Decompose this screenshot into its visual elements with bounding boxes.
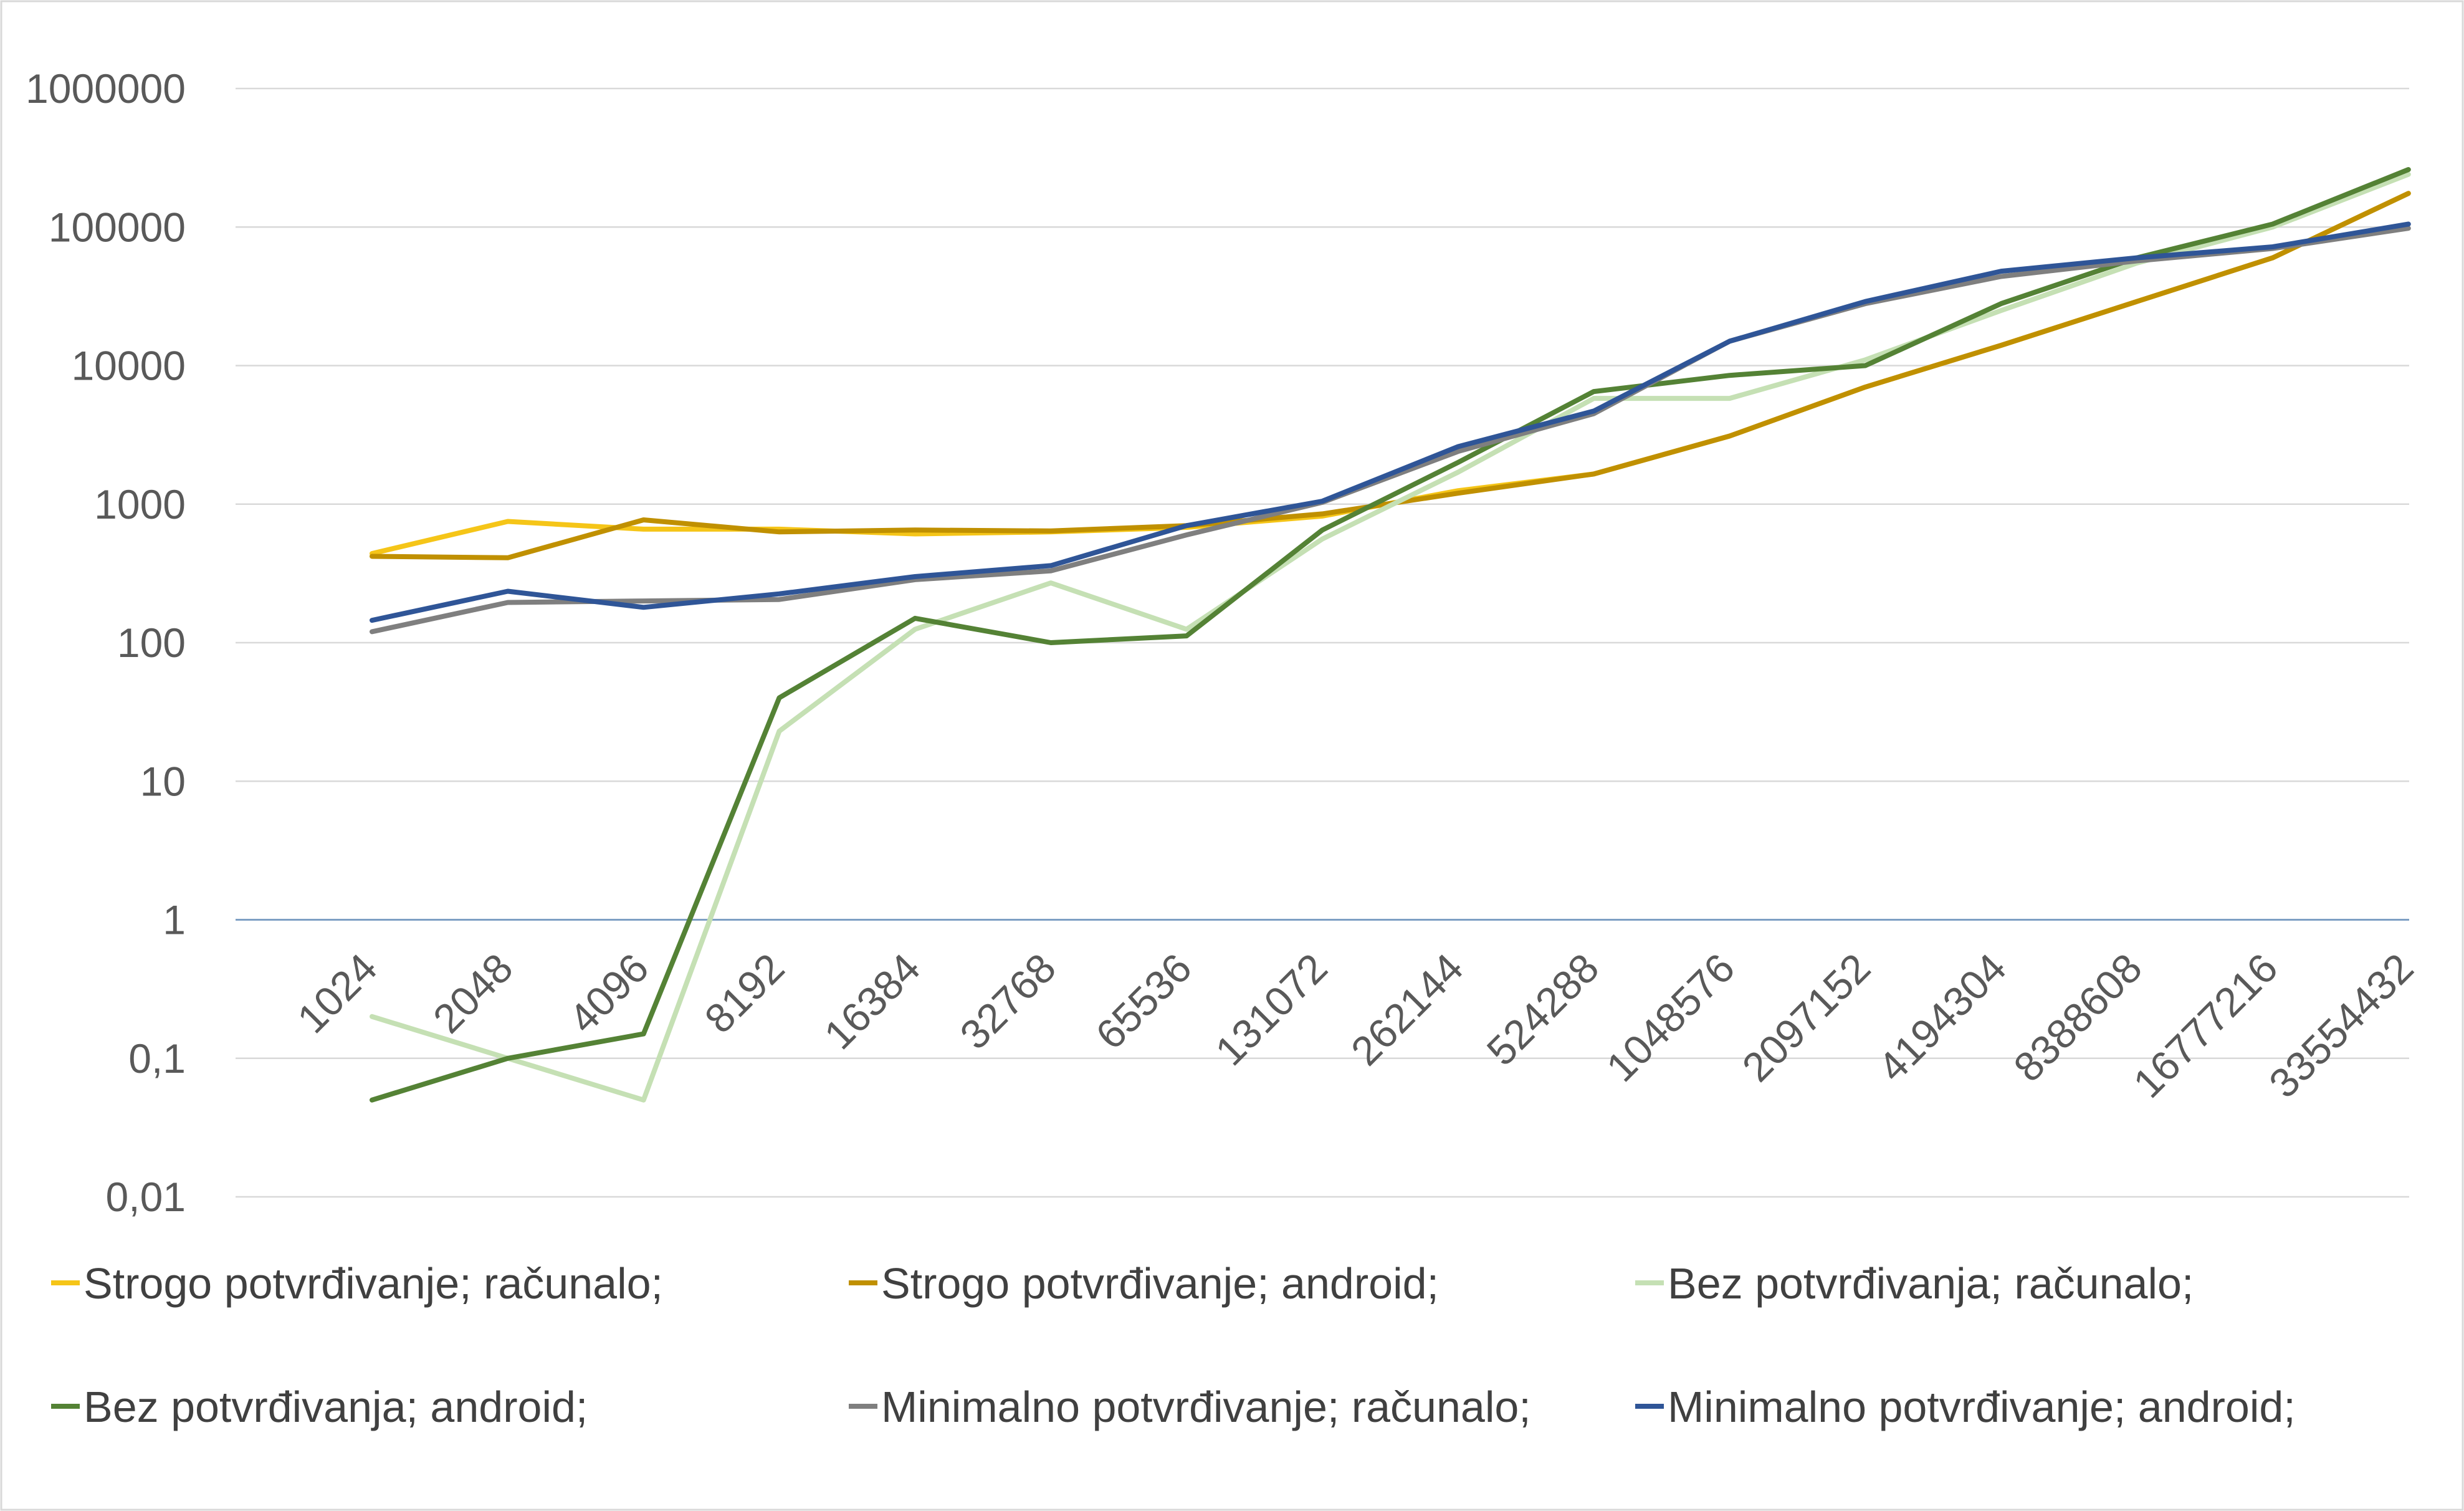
legend-entry: Bez potvrđivanja; računalo; (1635, 1259, 2194, 1308)
legend-entry: Minimalno potvrđivanje; računalo; (849, 1383, 1531, 1431)
y-tick-label: 10 (140, 758, 186, 804)
legend-entry: Strogo potvrđivanje; računalo; (51, 1259, 663, 1308)
legend-entry: Bez potvrđivanja; android; (51, 1383, 588, 1431)
y-tick-label: 1000 (94, 481, 186, 527)
series-lines (370, 167, 2411, 1103)
legend-label: Strogo potvrđivanje; android; (881, 1259, 1439, 1308)
legend-label: Bez potvrđivanja; računalo; (1668, 1259, 2194, 1308)
series-line-3 (370, 171, 2411, 1103)
legend-entry: Minimalno potvrđivanje; android; (1635, 1383, 2296, 1431)
legend: Strogo potvrđivanje; računalo; Strogo pot… (51, 1259, 2296, 1431)
legend-label: Minimalno potvrđivanje; računalo; (881, 1383, 1531, 1431)
y-tick-label: 10000 (71, 343, 186, 389)
y-tick-label: 100000 (49, 204, 186, 250)
y-tick-label: 0,1 (128, 1035, 186, 1082)
legend-entry: Strogo potvrđivanje; android; (849, 1259, 1439, 1308)
y-tick-label: 1 (163, 897, 186, 943)
y-tick-label: 1000000 (26, 65, 186, 112)
y-axis-ticks: 0,01 0,1 1 10 100 1000 10000 100000 1000000 (26, 65, 186, 1220)
series-line-6 (370, 221, 2411, 623)
y-tick-label: 100 (117, 620, 186, 666)
legend-label: Bez potvrđivanja; android; (84, 1383, 588, 1431)
series-line-4 (370, 167, 2411, 1103)
legend-label: Minimalno potvrđivanje; android; (1668, 1383, 2296, 1431)
legend-label: Strogo potvrđivanje; računalo; (84, 1259, 663, 1308)
y-tick-label: 0,01 (106, 1174, 186, 1220)
